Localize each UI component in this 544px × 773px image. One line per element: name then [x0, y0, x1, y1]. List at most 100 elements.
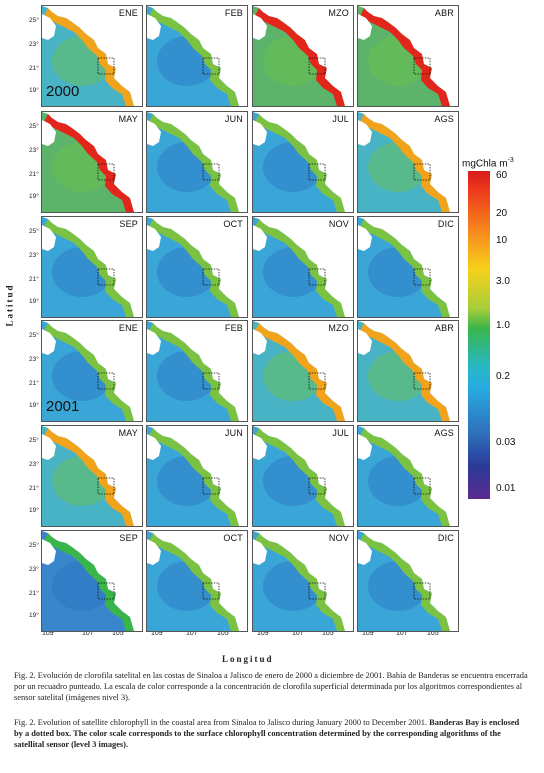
chlorophyll-map — [147, 321, 247, 421]
coastal-chlorophyll-band — [255, 323, 345, 421]
chlorophyll-map — [147, 426, 247, 526]
coastal-chlorophyll-band — [149, 533, 239, 631]
colorbar-tick: 0.2 — [496, 371, 510, 382]
map-panel: MZO — [252, 320, 354, 422]
mainland — [42, 426, 142, 526]
lat-tick: 21° — [29, 590, 39, 597]
coastal-chlorophyll-band — [360, 8, 450, 106]
coastal-chlorophyll-band — [360, 428, 450, 526]
colorbar-tick: 1.0 — [496, 320, 510, 331]
coastal-chlorophyll-band — [44, 428, 134, 526]
lon-tick: 107° — [82, 630, 97, 637]
month-label: SEP — [119, 533, 138, 543]
lon-tick: 109° — [42, 630, 57, 637]
mainland — [147, 112, 247, 212]
lat-tick: 25° — [29, 228, 39, 235]
coastal-chlorophyll-band — [149, 219, 239, 317]
mainland — [253, 112, 353, 212]
mainland — [253, 426, 353, 526]
map-panel: DIC — [357, 216, 459, 318]
lon-tick: 109° — [257, 630, 272, 637]
baja-california-tip — [147, 120, 161, 146]
mainland — [253, 6, 353, 106]
year-label: 2000 — [46, 83, 80, 100]
lon-tick: 107° — [292, 630, 307, 637]
lat-tick: 19° — [29, 193, 39, 200]
month-label: OCT — [223, 219, 243, 229]
chlorophyll-map — [147, 112, 247, 212]
month-label: AGS — [434, 428, 454, 438]
map-panel: FEB — [146, 320, 248, 422]
chlorophyll-figure: Latitud Longitud mgChla m-3 60 20 10 3.0… — [5, 5, 516, 664]
map-panel: MZO — [252, 5, 354, 107]
baja-california-tip — [147, 539, 161, 565]
chlorophyll-map — [147, 531, 247, 631]
baja-california-tip — [358, 434, 372, 460]
month-label: FEB — [224, 8, 243, 18]
caption-english: Fig. 2. Evolution of satellite chlorophy… — [14, 717, 528, 750]
lon-tick: 107° — [186, 630, 201, 637]
map-panel: JUN — [146, 111, 248, 213]
lon-tick: 105° — [427, 630, 442, 637]
map-panel: AGS — [357, 425, 459, 527]
month-label: ENE — [118, 323, 138, 333]
mainland — [42, 112, 142, 212]
coastal-chlorophyll-band — [44, 533, 134, 631]
lat-tick: 21° — [29, 65, 39, 72]
lat-tick: 25° — [29, 17, 39, 24]
colorbar-tick: 0.03 — [496, 437, 516, 448]
chlorophyll-map — [253, 531, 353, 631]
lat-tick: 23° — [29, 566, 39, 573]
mainland — [42, 6, 142, 106]
mainland — [147, 531, 247, 631]
baja-california-tip — [358, 329, 372, 355]
lat-tick: 25° — [29, 332, 39, 339]
caption-english-bold: Banderas Bay is enclosed by a dotted box… — [14, 718, 520, 749]
lat-tick: 21° — [29, 171, 39, 178]
mainland — [42, 531, 142, 631]
chlorophyll-map — [358, 6, 458, 106]
baja-california-tip — [358, 539, 372, 565]
chlorophyll-map — [42, 112, 142, 212]
coastal-chlorophyll-band — [44, 323, 134, 421]
baja-california-tip — [147, 434, 161, 460]
mainland — [147, 217, 247, 317]
lon-tick: 107° — [396, 630, 411, 637]
mainland — [147, 426, 247, 526]
month-label: JUN — [224, 428, 243, 438]
lon-tick: 105° — [322, 630, 337, 637]
chlorophyll-map — [358, 321, 458, 421]
map-panel: DIC — [357, 530, 459, 632]
month-label: MAY — [118, 428, 138, 438]
map-panel: JUL — [252, 425, 354, 527]
map-panel: AGS — [357, 111, 459, 213]
lat-tick: 21° — [29, 485, 39, 492]
chlorophyll-map — [42, 6, 142, 106]
chlorophyll-map — [358, 217, 458, 317]
map-panel: SEP — [41, 530, 143, 632]
coastal-chlorophyll-band — [360, 323, 450, 421]
month-label: AGS — [434, 114, 454, 124]
coastal-chlorophyll-band — [360, 114, 450, 212]
coastal-chlorophyll-band — [149, 114, 239, 212]
lat-tick: 21° — [29, 380, 39, 387]
baja-california-tip — [147, 329, 161, 355]
lon-tick: 105° — [112, 630, 127, 637]
baja-california-tip — [42, 225, 56, 251]
map-panel: JUL — [252, 111, 354, 213]
map-panel: NOV — [252, 216, 354, 318]
month-label: FEB — [224, 323, 243, 333]
lon-tick: 109° — [362, 630, 377, 637]
baja-california-tip — [253, 434, 267, 460]
chlorophyll-map — [253, 321, 353, 421]
chlorophyll-map — [358, 531, 458, 631]
coastal-chlorophyll-band — [255, 219, 345, 317]
map-panel: ENE 2001 — [41, 320, 143, 422]
baja-california-tip — [358, 225, 372, 251]
baja-california-tip — [42, 329, 56, 355]
chlorophyll-map — [147, 217, 247, 317]
colorbar-tick: 60 — [496, 170, 508, 181]
mainland — [147, 6, 247, 106]
colorbar-tick: 3.0 — [496, 276, 510, 287]
lat-tick: 23° — [29, 461, 39, 468]
